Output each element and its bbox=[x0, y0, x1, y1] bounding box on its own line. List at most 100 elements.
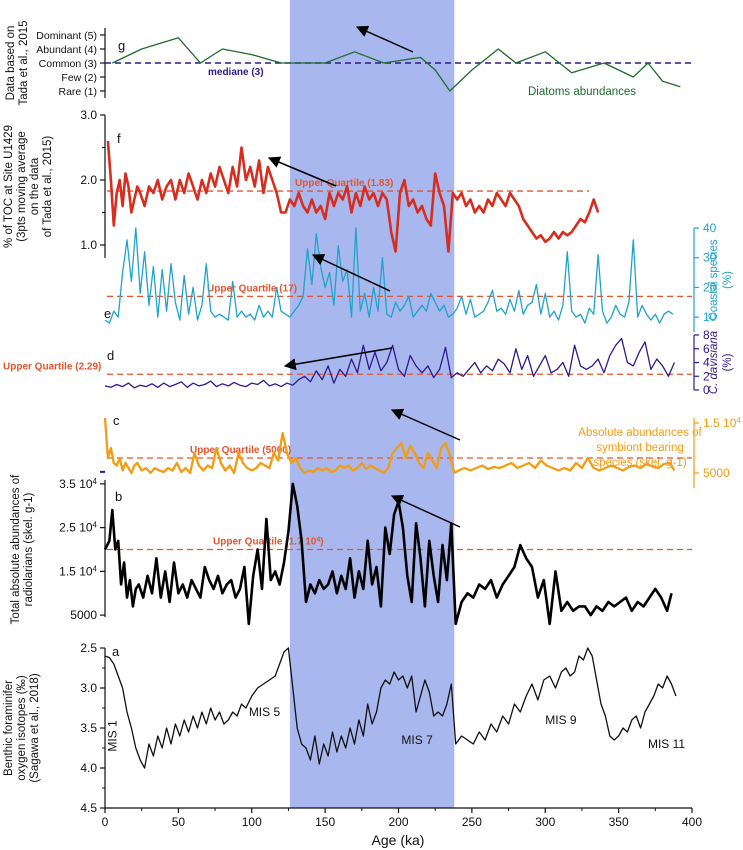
mis-label: MIS 7 bbox=[401, 733, 433, 747]
x-tick-label: 200 bbox=[388, 815, 408, 829]
panel-label: d bbox=[107, 348, 114, 363]
y-axis-label: on the data bbox=[29, 157, 41, 215]
y-tick-label: 2.5 bbox=[80, 641, 97, 655]
y-tick-label: 0 bbox=[703, 383, 710, 397]
y-axis-label: (Sagawa et al., 2018) bbox=[29, 673, 41, 782]
y-tick-label: 3.5 bbox=[80, 721, 97, 735]
y-tick-label: 5000 bbox=[70, 608, 97, 622]
series-label: Diatoms abundances bbox=[528, 86, 636, 98]
x-tick-label: 150 bbox=[315, 815, 335, 829]
series-line-f bbox=[106, 140, 600, 253]
panels: 2.5 3.0 3.5 4.0 4.5 Benthic foraminifer oxygen… bbox=[3, 20, 741, 815]
y-tick-label: Common (3) bbox=[39, 58, 97, 70]
x-tick-label: 250 bbox=[462, 815, 482, 829]
series-line-a bbox=[104, 647, 677, 769]
y-axis-label: radiolarians (skel. g-1) bbox=[23, 492, 35, 606]
panel-label: f bbox=[117, 131, 121, 146]
upper-quartile-label: Upper Quartile (5000) bbox=[190, 445, 291, 456]
y-tick-label: 2.0 bbox=[80, 173, 97, 187]
y-tick-label: 8 bbox=[703, 328, 710, 342]
mis-label: MIS 9 bbox=[545, 713, 577, 727]
median-label: mediane (3) bbox=[208, 67, 264, 78]
y-tick-label: Dominant (5) bbox=[36, 30, 97, 42]
series-line-b bbox=[103, 482, 673, 626]
upper-quartile-label: Upper Quartile (2.29) bbox=[3, 361, 101, 372]
y-tick-label: 6 bbox=[703, 342, 710, 356]
y-tick-label: 3.0 bbox=[80, 108, 97, 122]
y-tick-label: 20 bbox=[703, 280, 717, 294]
y-tick-label: 1.5 104 bbox=[703, 416, 741, 431]
upper-quartile-label: Upper Quartile (1.83) bbox=[295, 178, 393, 189]
panel-label: b bbox=[115, 489, 122, 504]
y-tick-label: 30 bbox=[703, 251, 717, 265]
y-tick-label: 1.5 104 bbox=[59, 564, 97, 579]
y-axis-label: % of TOC at Site U1429 bbox=[3, 125, 15, 248]
trend-arrow-icon bbox=[283, 347, 393, 371]
panel-label: c bbox=[113, 413, 120, 428]
upper-quartile-label: Upper Quartile (17) bbox=[207, 283, 297, 294]
y-axis-c: 5000 1.5 104 bbox=[693, 416, 741, 488]
y-axis-label: Data based on bbox=[5, 26, 17, 101]
mis-label: MIS 1 bbox=[106, 720, 120, 752]
y-tick-label: 2.5 104 bbox=[59, 520, 97, 535]
y-axis-label: Tada et al., 2015 bbox=[18, 20, 30, 105]
series-line-d bbox=[104, 337, 675, 389]
x-axis-label: Age (ka) bbox=[372, 832, 425, 848]
panel-g: Rare (1) Few (2) Common (3) Abundant (4) Dom… bbox=[5, 20, 692, 106]
y-tick-label: 40 bbox=[703, 221, 717, 235]
y-axis-a: 2.5 3.0 3.5 4.0 4.5 bbox=[80, 641, 106, 815]
y-tick-label: Few (2) bbox=[61, 72, 97, 84]
trend-arrow-icon bbox=[311, 254, 391, 292]
y-tick-label: Rare (1) bbox=[58, 86, 97, 98]
panel-label: g bbox=[118, 38, 125, 53]
y-axis-f: 1.0 2.0 3.0 bbox=[80, 108, 106, 258]
y-tick-label: 4 bbox=[703, 356, 710, 370]
y-axis-g: Rare (1) Few (2) Common (3) Abundant (4) Dom… bbox=[36, 28, 106, 98]
x-axis: 0 50 100 150 200 250 300 350 400 Age (ka) bbox=[102, 807, 702, 848]
panel-a: 2.5 3.0 3.5 4.0 4.5 Benthic foraminifer oxygen… bbox=[3, 641, 685, 815]
y-tick-label: Abundant (4) bbox=[36, 44, 97, 56]
right-axis-label: symbiont bearing bbox=[596, 442, 684, 454]
panel-f: 1.0 2.0 3.0 % of TOC at Site U1429 (3pts mov… bbox=[3, 108, 600, 258]
y-tick-label: 3.5 104 bbox=[59, 476, 97, 491]
series-line-e bbox=[104, 227, 674, 324]
x-tick-label: 350 bbox=[609, 815, 629, 829]
y-tick-label: 2 bbox=[703, 369, 710, 383]
x-tick-label: 0 bbox=[102, 815, 109, 829]
x-tick-label: 50 bbox=[172, 815, 186, 829]
panel-e: 10 20 30 40 Coastal species (%) e Upper Quartil… bbox=[104, 221, 734, 332]
y-axis-label: (3pts moving average bbox=[16, 131, 28, 242]
x-tick-label: 300 bbox=[535, 815, 555, 829]
panel-label: e bbox=[104, 306, 111, 321]
right-axis-label: Absolute abundances of bbox=[578, 427, 702, 439]
y-tick-label: 4.5 bbox=[80, 801, 97, 815]
panel-label: a bbox=[112, 644, 120, 659]
trend-arrow-icon bbox=[355, 25, 414, 53]
panel-b: 5000 1.5 104 2.5 104 3.5 104 Total absolute … bbox=[10, 470, 692, 626]
series-line-c bbox=[103, 417, 676, 475]
trend-arrow-icon bbox=[390, 495, 461, 528]
y-axis-label: Benthic foraminifer bbox=[3, 680, 15, 776]
y-tick-label: 5000 bbox=[703, 466, 730, 480]
y-axis-label: of Tada et al., 2015) bbox=[42, 136, 54, 238]
y-axis-b: 5000 1.5 104 2.5 104 3.5 104 bbox=[59, 470, 106, 622]
right-axis-label: C. davisiana bbox=[708, 331, 720, 394]
right-axis-label: species (skel. g-1) bbox=[593, 457, 686, 469]
y-tick-label: 4.0 bbox=[80, 761, 97, 775]
x-tick-label: 100 bbox=[242, 815, 262, 829]
y-tick-label: 10 bbox=[703, 310, 717, 324]
mis-label: MIS 5 bbox=[249, 705, 281, 719]
highlight-band bbox=[289, 0, 455, 808]
y-axis-label: oxygen isotopes (‰) bbox=[16, 675, 28, 781]
trend-arrows bbox=[267, 25, 461, 528]
trend-arrow-icon bbox=[390, 408, 461, 441]
right-axis-label: (%) bbox=[722, 353, 734, 371]
mis-label: MIS 11 bbox=[648, 737, 685, 751]
right-axis-label: (%) bbox=[722, 271, 734, 289]
y-axis-e: 10 20 30 40 bbox=[693, 221, 717, 332]
trend-arrow-icon bbox=[267, 156, 337, 187]
